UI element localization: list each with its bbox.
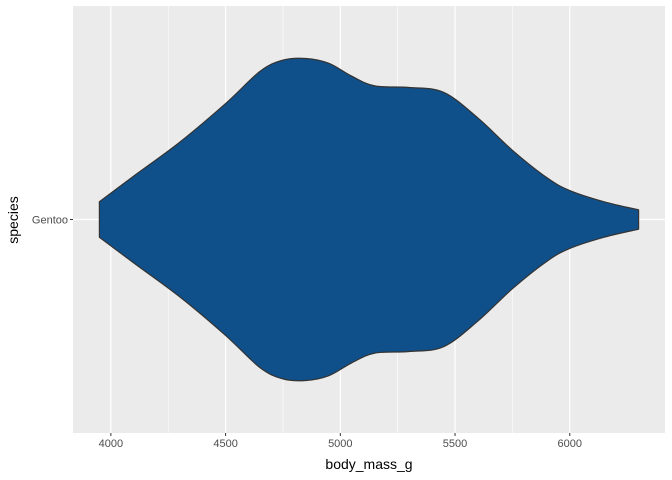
x-axis-title: body_mass_g: [325, 456, 412, 472]
x-tick-label: 6000: [558, 438, 582, 450]
x-axis: 4000 4500 5000 5500 6000: [99, 433, 582, 450]
x-tick-label: 5000: [328, 438, 352, 450]
y-axis-title: species: [5, 196, 21, 243]
y-tick-label: Gentoo: [32, 215, 68, 227]
violin-gentoo: [98, 57, 640, 382]
y-axis: Gentoo: [32, 215, 73, 227]
violins: [98, 57, 640, 382]
x-tick-label: 4500: [213, 438, 237, 450]
x-tick-label: 5500: [443, 438, 467, 450]
x-tick-label: 4000: [99, 438, 123, 450]
